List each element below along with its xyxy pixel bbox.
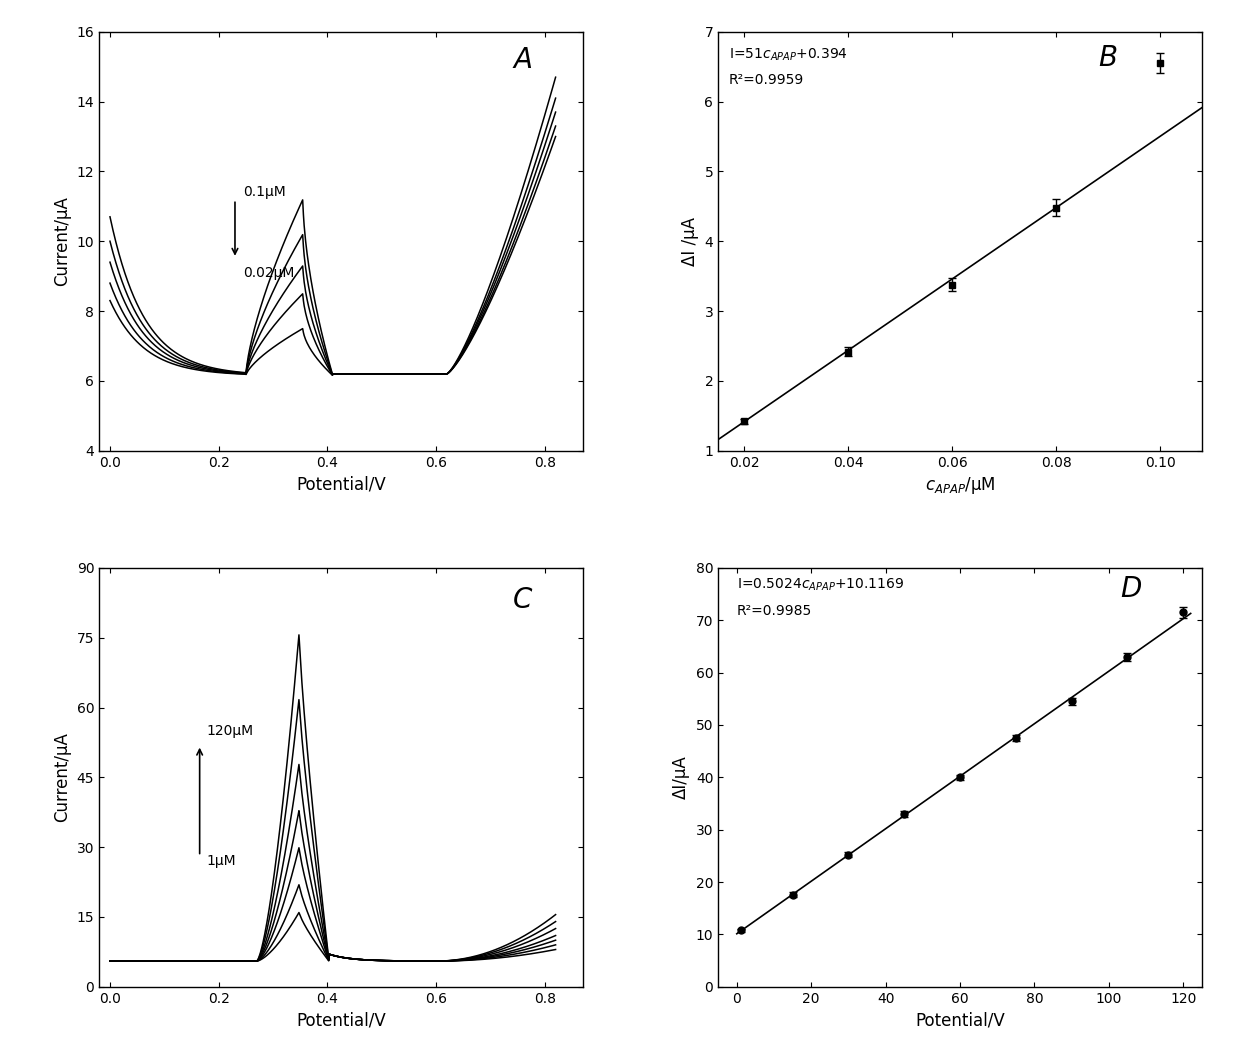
Text: 120μM: 120μM (207, 724, 254, 737)
X-axis label: $c_{APAP}$/μM: $c_{APAP}$/μM (924, 475, 995, 497)
Y-axis label: ΔI/μA: ΔI/μA (672, 755, 690, 799)
Text: A: A (513, 46, 533, 74)
Text: B: B (1099, 45, 1118, 72)
X-axis label: Potential/V: Potential/V (916, 1011, 1005, 1029)
Text: R²=0.9985: R²=0.9985 (737, 604, 812, 618)
Text: R²=0.9959: R²=0.9959 (729, 73, 804, 87)
Text: 1μM: 1μM (207, 854, 237, 868)
Y-axis label: Current/μA: Current/μA (53, 196, 71, 286)
Text: D: D (1120, 575, 1142, 603)
Text: C: C (513, 587, 533, 614)
Text: 0.1μM: 0.1μM (243, 186, 286, 199)
X-axis label: Potential/V: Potential/V (296, 1011, 385, 1029)
Y-axis label: Current/μA: Current/μA (53, 732, 71, 822)
Y-axis label: ΔI /μA: ΔI /μA (681, 216, 699, 265)
Text: I=0.5024$c_{APAP}$+10.1169: I=0.5024$c_{APAP}$+10.1169 (737, 577, 904, 593)
Text: I=51$c_{APAP}$+0.394: I=51$c_{APAP}$+0.394 (729, 47, 847, 63)
X-axis label: Potential/V: Potential/V (296, 475, 385, 493)
Text: 0.02μM: 0.02μM (243, 265, 295, 280)
